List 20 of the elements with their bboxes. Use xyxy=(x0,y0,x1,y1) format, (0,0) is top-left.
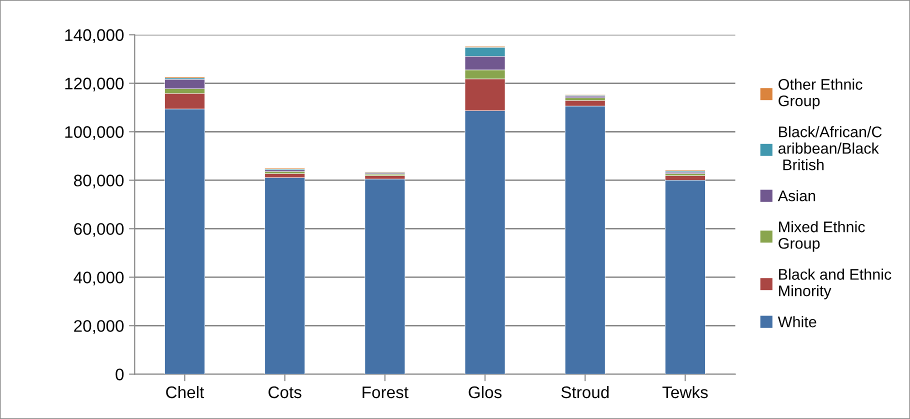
x-tick-label: Tewks xyxy=(662,386,708,398)
legend-label: Black and Ethnic Minority xyxy=(779,268,892,300)
x-tick-label: Stroud xyxy=(561,386,609,398)
x-tick-label: Forest xyxy=(362,386,408,398)
legend-label: Mixed Ethnic Group xyxy=(778,221,865,252)
legend-label: Asian xyxy=(778,190,816,202)
y-tick-label: 140,000 xyxy=(65,29,124,43)
y-tick-label: 100,000 xyxy=(65,126,124,140)
y-tick-label: 0 xyxy=(116,368,124,380)
y-tick-label: 120,000 xyxy=(65,78,124,92)
legend-label: Black/African/Caribbean/Black British xyxy=(778,126,882,170)
x-tick-label: Cots xyxy=(268,386,302,398)
x-tick-label: Glos xyxy=(468,386,502,398)
legend-label: Other Ethnic Group xyxy=(778,78,862,110)
y-tick-label: 80,000 xyxy=(74,174,124,188)
y-tick-label: 20,000 xyxy=(74,320,124,334)
y-tick-label: 40,000 xyxy=(74,272,124,286)
x-tick-label: Chelt xyxy=(166,386,204,398)
legend-label: White xyxy=(778,316,816,328)
y-tick-label: 60,000 xyxy=(74,223,124,237)
